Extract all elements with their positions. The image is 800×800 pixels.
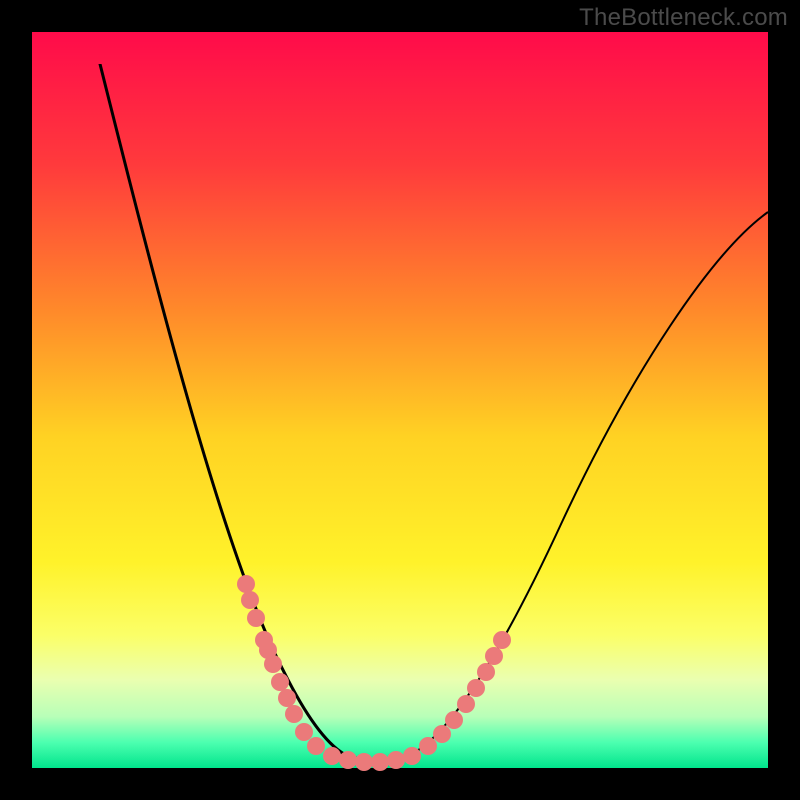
- bead: [241, 591, 259, 609]
- bead: [485, 647, 503, 665]
- bead: [264, 655, 282, 673]
- plot-background: [32, 32, 768, 768]
- bead: [307, 737, 325, 755]
- bead: [271, 673, 289, 691]
- bead: [457, 695, 475, 713]
- chart-frame: TheBottleneck.com: [0, 0, 800, 800]
- bead: [278, 689, 296, 707]
- bead: [403, 747, 421, 765]
- bead: [433, 725, 451, 743]
- bead: [295, 723, 313, 741]
- bead: [323, 747, 341, 765]
- bead: [355, 753, 373, 771]
- watermark-text: TheBottleneck.com: [579, 4, 788, 32]
- bead: [477, 663, 495, 681]
- bead: [371, 753, 389, 771]
- bead: [445, 711, 463, 729]
- bead: [339, 751, 357, 769]
- bead: [237, 575, 255, 593]
- bead: [387, 751, 405, 769]
- bead: [247, 609, 265, 627]
- bottleneck-chart: [0, 0, 800, 800]
- bead: [419, 737, 437, 755]
- bead: [285, 705, 303, 723]
- bead: [467, 679, 485, 697]
- bead: [493, 631, 511, 649]
